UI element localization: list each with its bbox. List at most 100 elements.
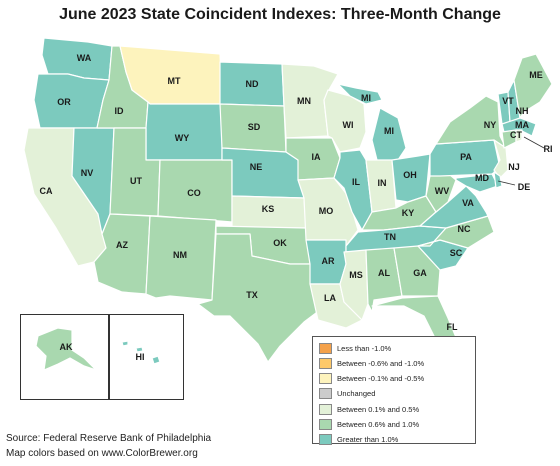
- label-ID: ID: [115, 106, 125, 116]
- legend: Less than -1.0% Between -0.6% and -1.0% Be…: [312, 336, 476, 447]
- label-FL: FL: [447, 322, 458, 332]
- label-VT: VT: [502, 96, 514, 106]
- label-NC: NC: [458, 224, 471, 234]
- state-AK[interactable]: [35, 327, 97, 371]
- label-IA: IA: [312, 152, 322, 162]
- hawaii-inset-frame: [108, 314, 184, 400]
- state-DE[interactable]: [493, 171, 503, 189]
- label-NE: NE: [250, 162, 263, 172]
- legend-label: Between -0.1% and -0.5%: [337, 374, 425, 384]
- label-UT: UT: [130, 176, 142, 186]
- legend-item: Between -0.6% and -1.0%: [319, 356, 469, 370]
- label-MD: MD: [475, 173, 489, 183]
- legend-swatch: [319, 418, 332, 430]
- label-OH: OH: [403, 170, 417, 180]
- label-RI: RI: [544, 144, 553, 154]
- legend-label: Unchanged: [337, 389, 376, 399]
- legend-label: Less than -1.0%: [337, 343, 392, 353]
- label-WI: WI: [343, 120, 354, 130]
- state-IL[interactable]: [333, 149, 373, 231]
- alaska-inset-frame: [20, 314, 110, 400]
- legend-item: Greater than 1.0%: [319, 433, 469, 447]
- label-AK: AK: [60, 342, 73, 352]
- state-GA[interactable]: [393, 245, 441, 297]
- state-MI[interactable]: [371, 107, 407, 165]
- label-DE: DE: [518, 182, 531, 192]
- label-OR: OR: [57, 97, 71, 107]
- legend-label: Between -0.6% and -1.0%: [337, 358, 425, 368]
- label-ND: ND: [246, 79, 259, 89]
- state-TX[interactable]: [197, 233, 321, 363]
- state-MD[interactable]: [455, 173, 499, 193]
- label-KS: KS: [262, 204, 275, 214]
- legend-item: Between -0.1% and -0.5%: [319, 372, 469, 386]
- label-CA: CA: [40, 186, 53, 196]
- label-NM: NM: [173, 250, 187, 260]
- label-PA: PA: [460, 152, 472, 162]
- legend-swatch: [319, 373, 332, 385]
- label-NH: NH: [516, 106, 529, 116]
- label-WA: WA: [77, 53, 92, 63]
- map-title: June 2023 State Coincident Indexes: Thre…: [59, 6, 501, 23]
- legend-item: Between 0.6% and 1.0%: [319, 417, 469, 431]
- label-NV: NV: [81, 168, 94, 178]
- label-CT: CT: [510, 130, 522, 140]
- leader-DE: [497, 180, 516, 186]
- label-OK: OK: [273, 238, 287, 248]
- legend-label: Between 0.1% and 0.5%: [337, 404, 420, 414]
- label-AL: AL: [378, 268, 390, 278]
- legend-swatch: [319, 388, 332, 400]
- label-IN: IN: [378, 178, 387, 188]
- source-text: Source: Federal Reserve Bank of Philadel…: [6, 433, 212, 444]
- label-MO: MO: [319, 206, 334, 216]
- legend-item: Between 0.1% and 0.5%: [319, 402, 469, 416]
- label-AZ: AZ: [116, 240, 128, 250]
- state-HI-2[interactable]: [135, 346, 144, 353]
- label-NJ: NJ: [508, 162, 520, 172]
- colorbrewer-credit: Map colors based on www.ColorBrewer.org: [6, 448, 198, 459]
- state-MI-upper[interactable]: [337, 83, 383, 105]
- label-WV: WV: [435, 186, 450, 196]
- label-MT: MT: [168, 76, 181, 86]
- states-layer: [23, 37, 553, 371]
- state-WY[interactable]: [145, 101, 223, 161]
- state-NM[interactable]: [145, 215, 217, 301]
- legend-swatch: [319, 434, 332, 446]
- state-ME[interactable]: [513, 53, 553, 119]
- legend-label: Between 0.6% and 1.0%: [337, 419, 420, 429]
- legend-swatch: [319, 342, 332, 354]
- label-MA: MA: [515, 120, 529, 130]
- label-GA: GA: [413, 268, 427, 278]
- legend-swatch: [319, 357, 332, 369]
- label-SC: SC: [450, 248, 463, 258]
- label-TN: TN: [384, 232, 396, 242]
- label-MS: MS: [349, 270, 363, 280]
- label-MI-upper: MI: [361, 93, 371, 103]
- label-IL: IL: [352, 177, 361, 187]
- legend-item: Less than -1.0%: [319, 341, 469, 355]
- state-OR[interactable]: [33, 73, 110, 129]
- label-VA: VA: [462, 198, 474, 208]
- label-MN: MN: [297, 96, 311, 106]
- label-KY: KY: [402, 208, 415, 218]
- label-HI: HI: [136, 352, 145, 362]
- legend-label: Greater than 1.0%: [337, 435, 399, 445]
- state-RI[interactable]: [515, 129, 523, 143]
- state-labels: WA OR CA NV ID MT WY UT CO AZ NM ND SD N…: [40, 53, 553, 362]
- legend-items: Less than -1.0% Between -0.6% and -1.0% Be…: [319, 341, 469, 447]
- label-SD: SD: [248, 122, 261, 132]
- label-ME: ME: [529, 70, 543, 80]
- label-AR: AR: [322, 256, 335, 266]
- label-NY: NY: [484, 120, 497, 130]
- label-TX: TX: [246, 290, 258, 300]
- label-MI: MI: [384, 126, 394, 136]
- leader-RI: [523, 136, 545, 149]
- state-HI-3[interactable]: [121, 340, 129, 347]
- label-WY: WY: [175, 133, 190, 143]
- legend-swatch: [319, 403, 332, 415]
- state-HI[interactable]: [151, 355, 161, 365]
- label-CO: CO: [187, 188, 201, 198]
- legend-item: Unchanged: [319, 387, 469, 401]
- label-LA: LA: [324, 293, 336, 303]
